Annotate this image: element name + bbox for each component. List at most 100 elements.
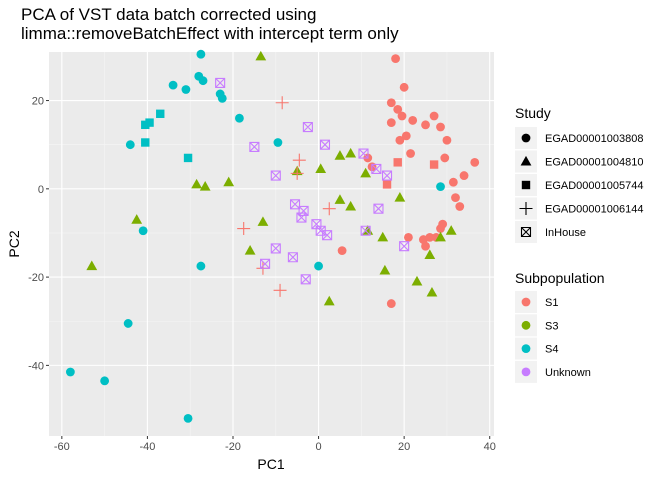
data-point: [199, 181, 211, 191]
data-point: [386, 299, 396, 308]
data-point: [131, 214, 143, 224]
data-point: [322, 202, 336, 216]
data-point: [198, 76, 208, 86]
data-point: [183, 153, 193, 163]
data-point: [300, 274, 311, 285]
data-point: [255, 50, 267, 61]
data-point: [382, 180, 392, 189]
x-tick-label: 40: [484, 441, 496, 453]
y-tick-label: 20: [32, 96, 44, 108]
data-point: [345, 200, 357, 211]
data-point: [425, 232, 435, 242]
legend-key-circle: [521, 297, 531, 307]
y-axis-ticks: -40 -20 0 20: [28, 96, 49, 372]
data-point: [260, 258, 271, 269]
major-gridlines: [49, 52, 494, 436]
data-point: [436, 122, 445, 132]
data-point: [322, 230, 333, 241]
data-point: [183, 413, 193, 423]
legend-title-study: Study: [515, 105, 551, 121]
data-point: [249, 141, 260, 152]
data-point: [298, 205, 309, 216]
data-point: [334, 194, 346, 204]
data-point: [217, 93, 227, 103]
data-point: [440, 153, 450, 163]
legend-key-circle: [521, 133, 531, 143]
data-point: [429, 160, 439, 169]
data-point: [323, 295, 335, 306]
data-point: [125, 140, 135, 150]
legend-key-plus: [519, 202, 533, 215]
legend-label-subpopulation: S1: [545, 297, 558, 309]
x-tick-label: -40: [139, 441, 155, 453]
x-axis-ticks: -60 -40 -20 0 20 40: [54, 436, 496, 453]
legend-label-study: InHouse: [545, 227, 586, 239]
data-point: [302, 121, 313, 133]
data-points: [65, 49, 480, 423]
data-point: [257, 216, 269, 226]
data-point: [244, 245, 256, 255]
x-tick-label: 20: [398, 441, 410, 453]
legend-key-square: [521, 180, 531, 190]
data-point: [141, 138, 150, 147]
data-point: [141, 120, 150, 130]
data-point: [393, 158, 402, 167]
data-point: [360, 167, 372, 178]
data-point: [448, 177, 458, 187]
data-point: [168, 80, 178, 90]
data-point: [373, 203, 384, 214]
y-tick-label: 0: [38, 184, 44, 196]
data-point: [411, 275, 423, 286]
data-point: [273, 138, 283, 147]
data-point: [470, 157, 480, 167]
data-point: [287, 252, 298, 263]
data-point: [399, 82, 409, 92]
data-point: [394, 192, 406, 202]
data-point: [275, 96, 289, 110]
legend-key-circle: [521, 367, 531, 377]
data-point: [429, 111, 439, 121]
data-point: [292, 153, 306, 167]
data-point: [235, 113, 244, 123]
data-point: [273, 283, 287, 297]
data-point: [237, 222, 251, 236]
data-point: [459, 171, 469, 180]
legend-label-subpopulation: Unknown: [545, 367, 591, 379]
legend-key-boxx: [520, 226, 532, 238]
data-point: [421, 120, 430, 130]
legend-label-study: EGAD00001004810: [545, 157, 643, 169]
data-point: [123, 319, 133, 328]
data-point: [296, 212, 307, 223]
x-tick-label: -20: [225, 441, 241, 453]
legend-label-subpopulation: S3: [545, 320, 558, 332]
data-point: [379, 264, 391, 275]
y-tick-label: -40: [28, 360, 44, 372]
data-point: [145, 118, 154, 127]
data-point: [424, 249, 436, 260]
data-point: [406, 149, 415, 158]
data-point: [86, 260, 98, 271]
data-point: [270, 170, 281, 181]
data-point: [196, 49, 206, 59]
chart-title-line-1: PCA of VST data batch corrected using: [21, 5, 316, 24]
data-point: [311, 219, 322, 230]
data-point: [445, 225, 457, 235]
data-point: [404, 232, 413, 242]
data-point: [290, 166, 304, 180]
chart-title-line-2: limma::removeBatchEffect with intercept …: [21, 24, 399, 43]
data-point: [386, 118, 396, 128]
data-point: [196, 261, 206, 271]
data-point: [381, 170, 393, 181]
y-axis-title: PC2: [6, 230, 22, 257]
data-point: [391, 54, 400, 64]
data-point: [215, 77, 226, 88]
legend-label-study: EGAD00001006144: [545, 204, 643, 216]
data-point: [345, 147, 357, 158]
data-point: [337, 246, 347, 256]
x-tick-label: 0: [316, 441, 322, 453]
data-point: [442, 135, 452, 145]
data-point: [408, 116, 418, 125]
legend-key-circle: [521, 320, 531, 330]
data-point: [315, 163, 327, 173]
